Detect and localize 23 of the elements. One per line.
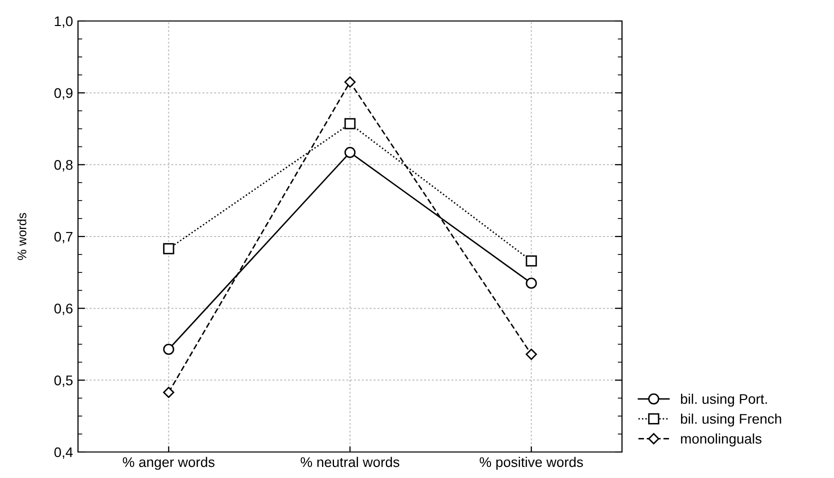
- y-tick-label: 0,4: [54, 447, 73, 459]
- x-tick-label: % anger words: [122, 456, 214, 470]
- x-tick-label: % positive words: [480, 456, 583, 470]
- point: [526, 255, 537, 266]
- y-tick-label: 0,9: [54, 88, 72, 100]
- point: [526, 278, 537, 289]
- point: [344, 146, 356, 158]
- point: [344, 76, 356, 88]
- y-tick-label: 0,7: [54, 232, 72, 244]
- x-tick-label: % neutral words: [300, 456, 400, 468]
- legend-label: bil. using French: [681, 414, 782, 427]
- point: [344, 118, 356, 130]
- y-tick-label: 0,8: [54, 160, 73, 172]
- point: [163, 386, 174, 398]
- y-tick-label: 1,0: [54, 16, 73, 28]
- point: [163, 344, 174, 355]
- y-tick-label: 0,5: [54, 376, 73, 387]
- point: [163, 243, 174, 254]
- y-axis-title: % words: [17, 212, 26, 260]
- legend-label: bil. using Port.: [681, 394, 767, 407]
- y-tick-label: 0,6: [54, 304, 73, 316]
- point: [526, 348, 537, 360]
- legend-label: monolinguals: [681, 433, 762, 446]
